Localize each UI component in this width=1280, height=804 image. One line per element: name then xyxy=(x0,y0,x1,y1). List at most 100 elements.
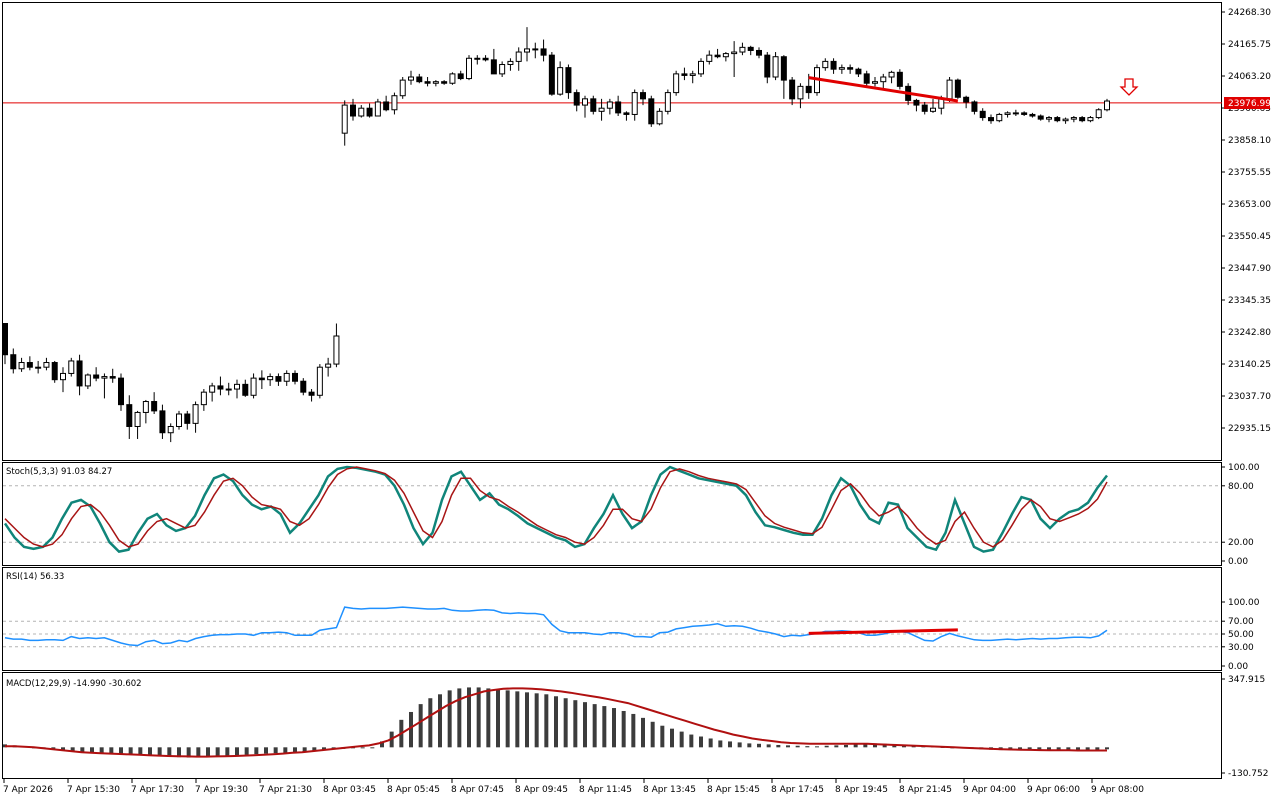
price-trendline[interactable] xyxy=(808,76,959,103)
bear-candle-body xyxy=(109,376,116,379)
candle xyxy=(565,64,572,99)
bull-candle-body xyxy=(838,67,845,70)
bear-candle-body xyxy=(126,404,133,427)
candle xyxy=(225,382,232,396)
macd-bar xyxy=(467,687,471,748)
price-pane[interactable]: 24268.3024165.7524063.2023960.6523858.10… xyxy=(2,2,1272,461)
macd-signal-series xyxy=(5,687,1107,758)
bull-candle-body xyxy=(689,73,696,76)
candle xyxy=(896,69,903,90)
bull-candle-body xyxy=(60,372,66,381)
candle xyxy=(913,98,920,112)
stochastic-pane[interactable]: Stoch(5,3,3) 91.03 84.27 100.00 80.00 20.0… xyxy=(2,462,1260,568)
indicator-tick-label: 20.00 xyxy=(1228,538,1254,548)
candle xyxy=(855,67,862,77)
bear-candle-body xyxy=(184,413,191,424)
macd-bar xyxy=(1085,747,1090,750)
candle xyxy=(722,52,729,62)
price-tick-label: 23755.55 xyxy=(1228,168,1271,178)
macd-bar xyxy=(650,721,655,748)
macd-bar xyxy=(264,747,268,754)
bear-candle-body xyxy=(26,362,33,368)
bull-candle-body xyxy=(515,51,522,62)
indicator-tick-label: 0.00 xyxy=(1228,662,1248,672)
bear-candle-body xyxy=(805,85,812,94)
stochastic-label: Stoch(5,3,3) 91.03 84.27 xyxy=(6,467,112,477)
macd-pane[interactable]: MACD(12,29,9) -14.990 -30.602 347.915 -13… xyxy=(2,672,1269,780)
candle xyxy=(300,378,307,396)
candle xyxy=(863,70,870,87)
macd-bar xyxy=(428,698,433,748)
bear-candle-body xyxy=(963,96,970,103)
price-tick-label: 23653.00 xyxy=(1228,200,1271,210)
bear-candle-body xyxy=(971,101,978,112)
bull-candle-body xyxy=(1070,117,1077,120)
macd-bar xyxy=(322,747,326,751)
macd-bar xyxy=(795,745,800,748)
macd-bar xyxy=(70,747,75,752)
bull-candle-body xyxy=(192,404,199,424)
candle xyxy=(515,47,522,71)
bull-candle-body xyxy=(946,79,953,100)
time-label: 7 Apr 19:30 xyxy=(195,785,248,795)
candle xyxy=(1095,108,1102,120)
candle xyxy=(615,95,622,117)
candle xyxy=(234,379,240,399)
macd-bar xyxy=(167,747,172,757)
bull-candle-body xyxy=(267,376,274,381)
bear-candle-body xyxy=(896,71,903,87)
bear-candle-body xyxy=(159,410,166,434)
candle xyxy=(524,27,530,62)
candle xyxy=(333,323,340,368)
macd-bar xyxy=(409,711,413,748)
macd-bar xyxy=(380,741,384,748)
candle xyxy=(209,382,216,402)
macd-bar xyxy=(525,692,529,748)
candle xyxy=(316,364,323,399)
candle xyxy=(60,367,66,393)
macd-bar xyxy=(679,731,684,748)
macd-bar xyxy=(689,734,694,748)
time-label: 8 Apr 07:45 xyxy=(451,785,504,795)
candle xyxy=(590,95,597,115)
candle xyxy=(1070,116,1077,123)
candle xyxy=(118,373,124,411)
macd-bar xyxy=(244,747,249,755)
macd-bar xyxy=(728,741,732,748)
macd-bar xyxy=(447,690,452,748)
macd-bar xyxy=(747,743,752,748)
candle xyxy=(68,357,75,377)
macd-bar xyxy=(621,710,626,748)
rsi-pane[interactable]: RSI(14) 56.33 100.00 70.00 50.00 30.00 0.00 xyxy=(2,567,1260,673)
candle xyxy=(325,357,332,377)
candle xyxy=(341,100,348,146)
candle xyxy=(441,80,448,85)
macd-bar xyxy=(293,747,297,753)
bull-candle-body xyxy=(524,48,530,53)
bull-candle-body xyxy=(200,391,207,406)
candle xyxy=(142,399,149,424)
bull-candle-body xyxy=(408,76,414,81)
bear-candle-body xyxy=(979,110,986,119)
indicator-tick-label: 80.00 xyxy=(1228,482,1254,492)
bear-candle-body xyxy=(847,67,854,70)
macd-bar xyxy=(370,747,375,749)
bull-candle-body xyxy=(209,385,216,393)
candle xyxy=(880,73,887,90)
bear-candle-body xyxy=(1079,117,1086,122)
candle xyxy=(200,389,207,411)
candle xyxy=(1037,114,1044,121)
candle xyxy=(838,64,845,74)
candle xyxy=(698,58,704,77)
macd-bar xyxy=(283,747,288,753)
rsi-trendline[interactable] xyxy=(808,628,958,635)
candle xyxy=(242,379,249,397)
bear-candle-body xyxy=(1054,117,1061,122)
price-tick-label: 22935.15 xyxy=(1228,424,1271,434)
macd-bar xyxy=(844,744,848,748)
candle xyxy=(76,354,83,396)
bear-candle-body xyxy=(308,391,315,396)
indicator-series-line xyxy=(4,466,1108,548)
time-label: 7 Apr 17:30 xyxy=(131,785,184,795)
